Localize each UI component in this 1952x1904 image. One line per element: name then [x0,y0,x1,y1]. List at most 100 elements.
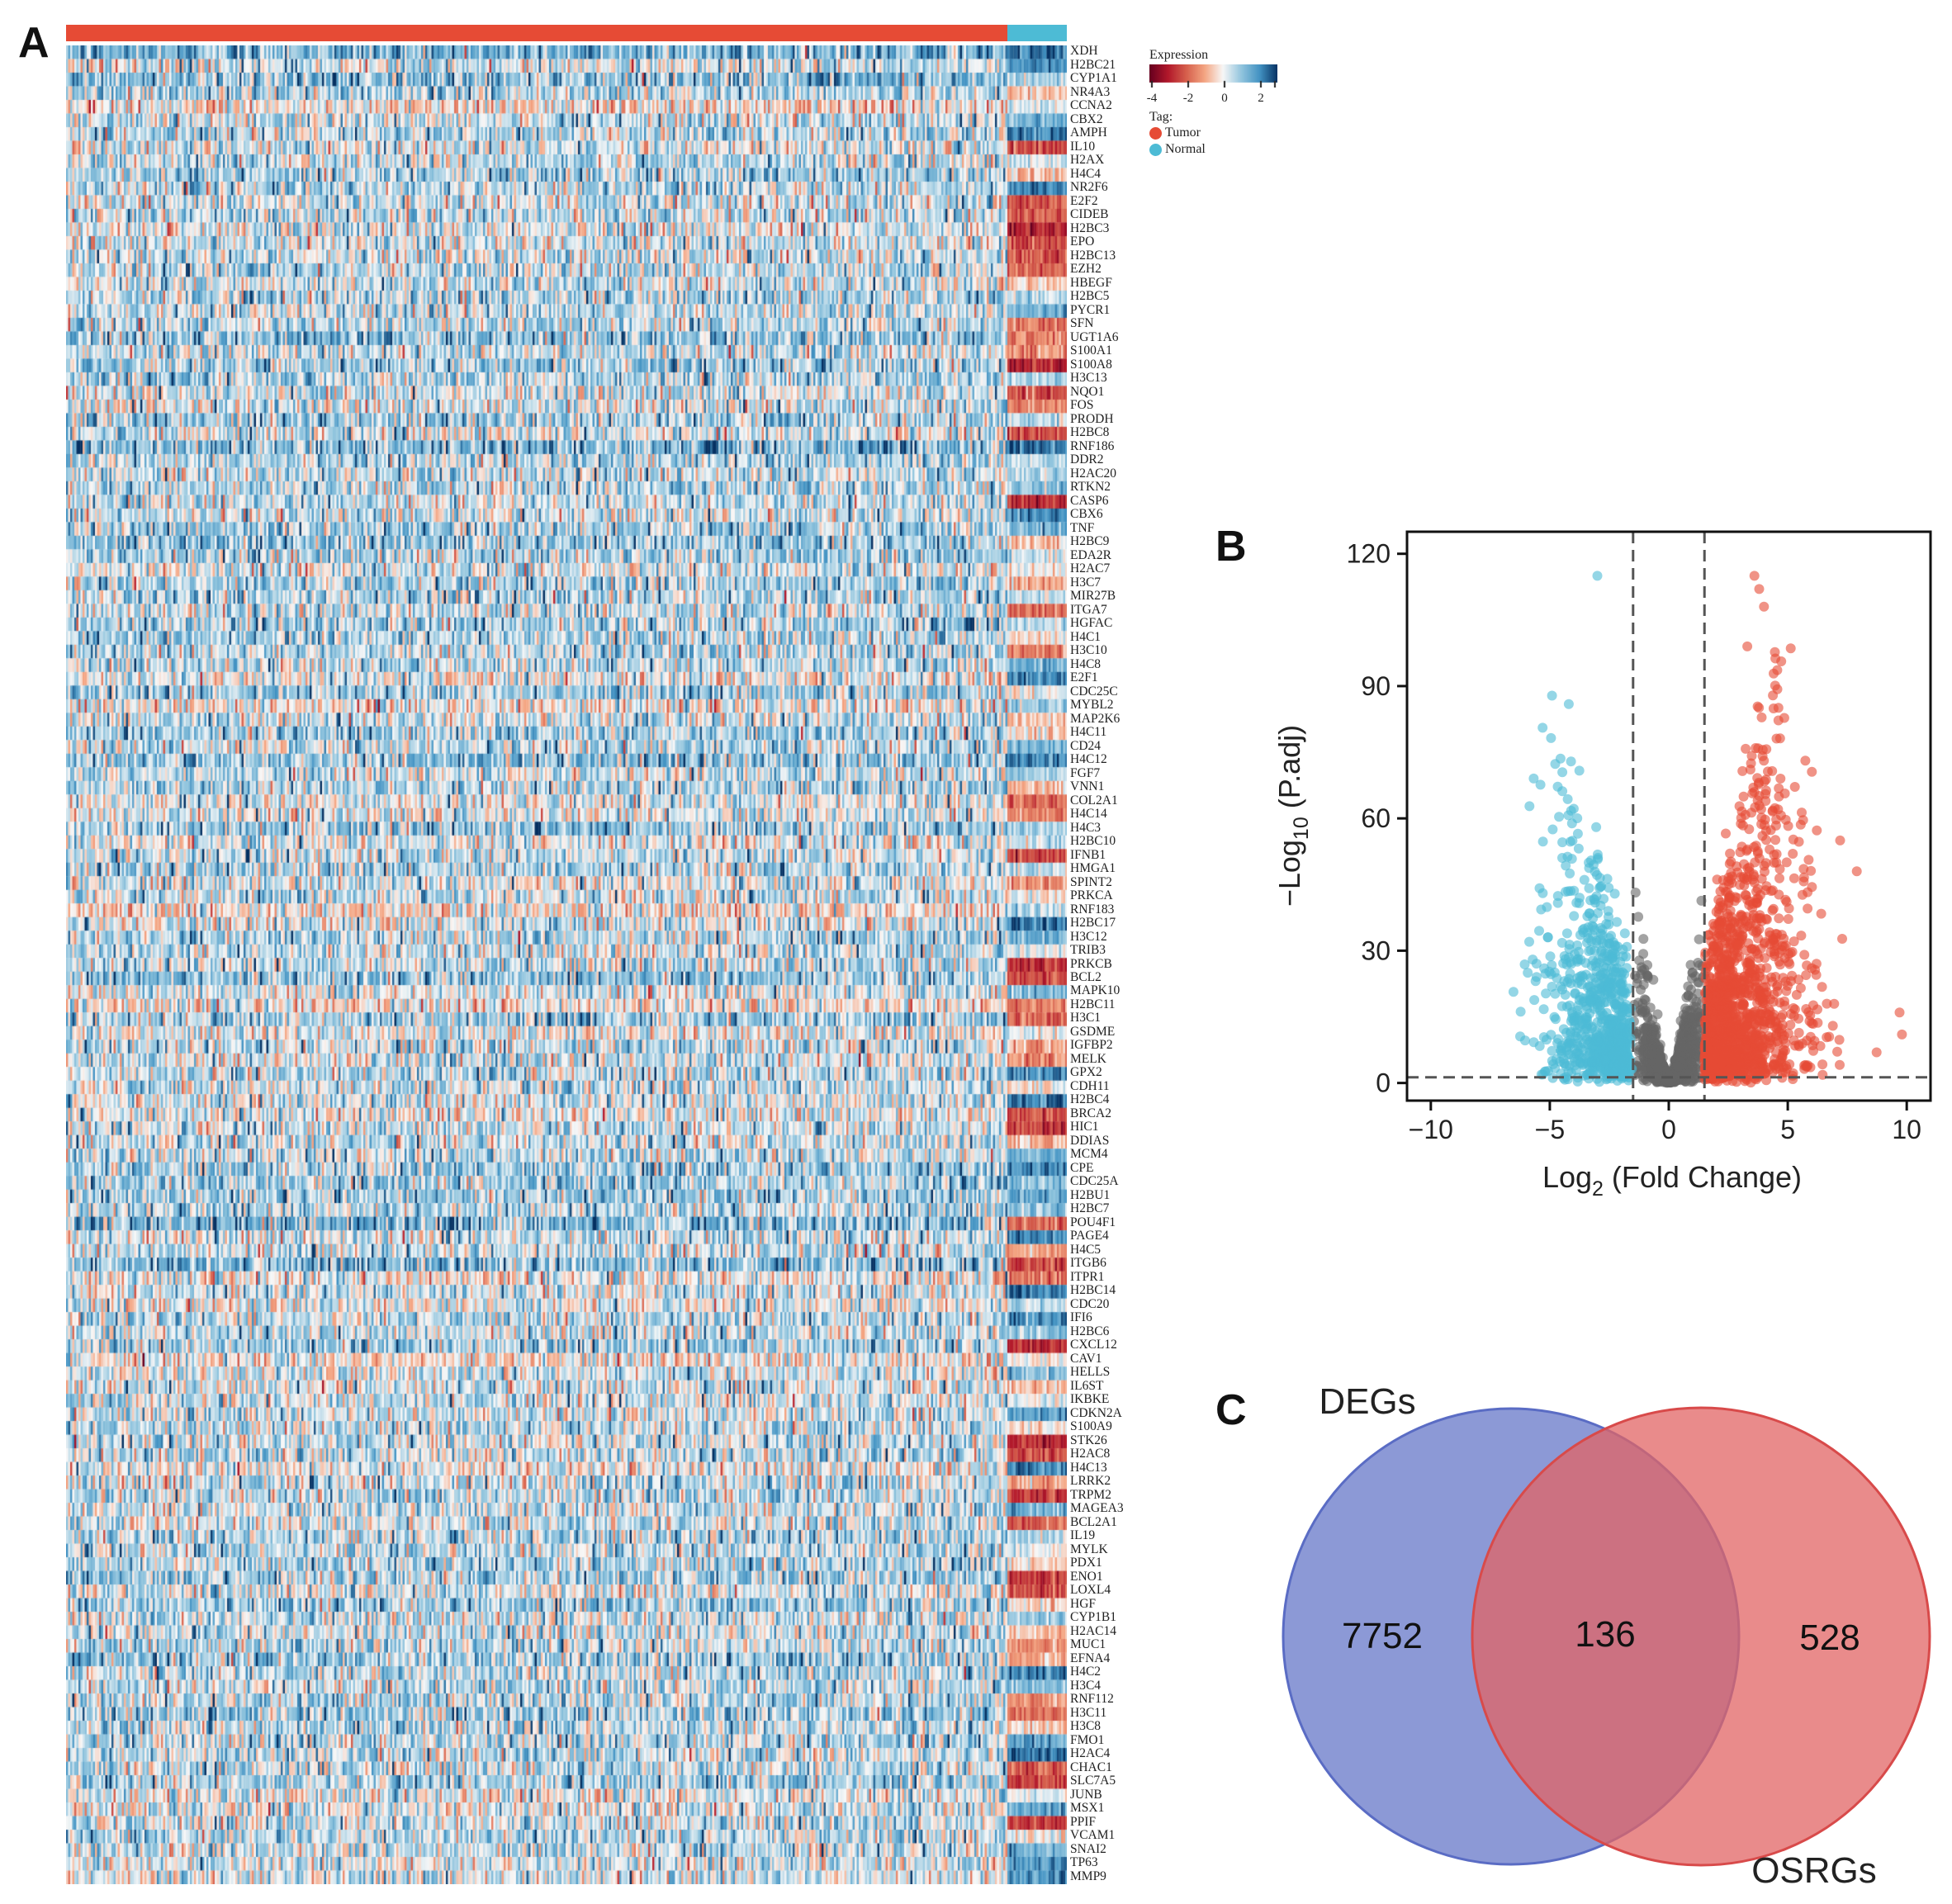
point-down [1562,793,1573,804]
point-up [1763,766,1773,777]
point-up [1745,959,1755,969]
point-down [1589,985,1599,996]
point-down [1617,1058,1627,1068]
point-down [1583,921,1594,932]
point-up [1797,889,1807,900]
point-up [1735,879,1746,890]
point-up [1765,1018,1776,1029]
gene-label: SFN [1070,316,1094,331]
gene-label: IL6ST [1070,1378,1104,1393]
point-ns [1633,912,1644,922]
point-down [1558,958,1569,969]
point-up [1807,882,1817,893]
point-up [1732,1068,1742,1078]
point-down [1591,822,1602,832]
point-down [1542,902,1552,912]
point-up [1793,974,1803,985]
gene-label: CBX6 [1070,507,1103,522]
point-down [1622,1027,1632,1038]
gene-label: H2BC17 [1070,916,1116,930]
point-down [1608,988,1618,998]
point-up [1767,905,1778,916]
point-up [1766,1040,1777,1050]
heatmap-legend: Expression -4 -2 0 2 Tag: Tumor Normal [1147,48,1290,158]
point-up [1737,765,1748,776]
point-up [1827,1021,1838,1031]
gene-label: CAV1 [1070,1351,1102,1366]
gene-label: PRODH [1070,411,1114,426]
point-down [1524,936,1534,947]
gene-label: H4C3 [1070,820,1102,835]
gene-label: CDC20 [1070,1296,1110,1311]
point-up [1783,914,1793,924]
point-ns [1675,1029,1685,1040]
point-up [1784,903,1794,914]
point-down [1556,937,1567,948]
point-up [1816,908,1826,919]
point-ns [1682,1018,1693,1029]
gene-label: CCNA2 [1070,98,1112,113]
point-down [1594,1077,1604,1087]
point-down [1622,963,1632,973]
expression-heatmap [66,45,1067,1884]
point-up [1767,976,1778,987]
point-down [1535,779,1546,790]
point-ns [1642,970,1653,981]
point-down [1602,1022,1613,1033]
point-ns [1687,1061,1698,1072]
volcano-points [1508,571,1907,1088]
point-down [1570,988,1580,998]
point-up [1774,1056,1785,1066]
point-up [1803,1006,1814,1017]
gene-label: CHAC1 [1070,1760,1112,1774]
point-down [1616,1045,1627,1056]
point-ns [1691,1002,1701,1012]
point-up [1774,864,1785,874]
point-up [1789,936,1799,947]
point-up [1784,1059,1795,1069]
point-up [1717,1057,1728,1068]
point-down [1585,908,1595,919]
point-up [1829,998,1840,1009]
point-up [1770,820,1781,831]
point-down [1597,930,1608,940]
point-down [1599,1067,1609,1078]
point-down [1524,801,1535,812]
point-up [1716,952,1727,963]
point-down [1592,849,1603,860]
gene-label: TNF [1070,520,1095,535]
point-down [1572,813,1583,823]
point-up [1731,939,1741,950]
point-up [1741,1040,1751,1051]
point-down [1604,977,1614,988]
point-outlier [1759,601,1770,612]
gene-label: IFI6 [1070,1310,1092,1325]
point-up [1722,974,1732,985]
legend-label: Normal [1165,142,1206,156]
y-tick-label: 120 [1347,539,1391,569]
gene-label: H4C5 [1070,1242,1102,1257]
gene-label: DDIAS [1070,1133,1110,1148]
point-ns [1685,1077,1696,1087]
point-ns [1652,1063,1663,1073]
point-down [1561,1002,1572,1012]
point-down [1618,1072,1629,1082]
point-down [1561,1027,1571,1038]
gene-label: ENO1 [1070,1569,1103,1584]
point-up [1803,1060,1813,1071]
gene-label: TRIB3 [1070,943,1106,957]
point-down [1546,1030,1556,1040]
point-ns [1638,979,1649,990]
point-down [1550,759,1561,770]
gene-label: MIR27B [1070,589,1116,604]
gene-label: H3C11 [1070,1705,1107,1720]
gene-label: RTKN2 [1070,480,1111,495]
point-up [1761,963,1772,973]
gene-label: H4C12 [1070,752,1107,767]
x-tick-label: 0 [1661,1115,1676,1144]
point-up [1723,879,1734,889]
point-down [1547,982,1557,992]
point-down [1619,985,1629,996]
point-up [1771,733,1782,744]
legend-item-tumor: Tumor [1149,125,1290,141]
